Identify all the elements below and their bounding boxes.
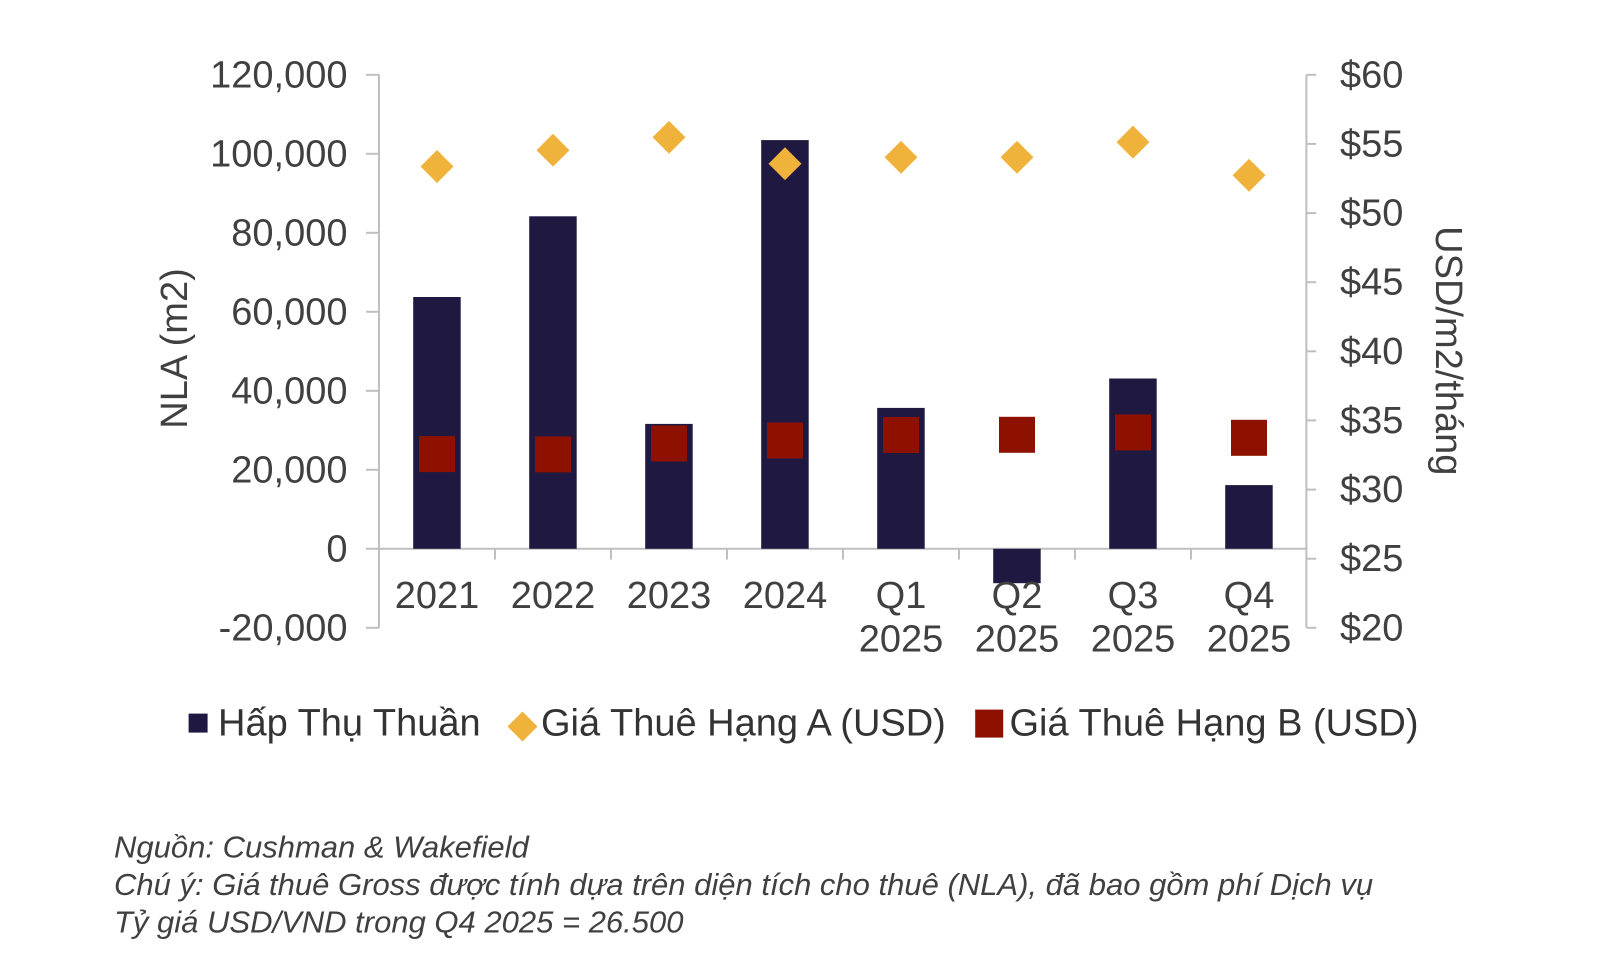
svg-text:2022: 2022: [511, 575, 596, 617]
svg-text:40,000: 40,000: [231, 370, 347, 412]
svg-text:Giá Thuê Hạng B (USD): Giá Thuê Hạng B (USD): [1010, 703, 1419, 745]
svg-text:Tỷ giá USD/VND trong Q4 2025 =: Tỷ giá USD/VND trong Q4 2025 = 26.500: [114, 905, 684, 940]
svg-text:-20,000: -20,000: [219, 607, 348, 649]
svg-text:Hấp Thụ Thuần: Hấp Thụ Thuần: [218, 703, 481, 745]
svg-text:$50: $50: [1340, 193, 1403, 235]
svg-text:60,000: 60,000: [231, 291, 347, 333]
svg-text:$45: $45: [1340, 262, 1403, 304]
svg-text:$25: $25: [1340, 538, 1403, 580]
svg-text:$55: $55: [1340, 123, 1403, 165]
svg-text:Nguồn: Cushman & Wakefield: Nguồn: Cushman & Wakefield: [114, 830, 530, 865]
svg-text:2021: 2021: [395, 575, 480, 617]
svg-text:2024: 2024: [743, 575, 828, 617]
svg-text:2025: 2025: [1091, 619, 1176, 661]
svg-text:2025: 2025: [975, 619, 1060, 661]
svg-text:NLA (m2): NLA (m2): [154, 268, 196, 428]
svg-text:120,000: 120,000: [210, 54, 347, 96]
svg-text:2025: 2025: [859, 619, 944, 661]
svg-text:80,000: 80,000: [231, 212, 347, 254]
svg-text:$60: $60: [1340, 54, 1403, 96]
svg-text:Q3: Q3: [1108, 575, 1159, 617]
svg-text:Q1: Q1: [876, 575, 927, 617]
svg-text:0: 0: [326, 528, 347, 570]
svg-text:$35: $35: [1340, 400, 1403, 442]
svg-text:$20: $20: [1340, 607, 1403, 649]
svg-text:20,000: 20,000: [231, 449, 347, 491]
svg-text:$40: $40: [1340, 331, 1403, 373]
svg-text:Chú ý: Giá thuê Gross được tín: Chú ý: Giá thuê Gross được tính dựa trên…: [114, 867, 1373, 902]
svg-text:$30: $30: [1340, 469, 1403, 511]
svg-text:USD/m2/tháng: USD/m2/tháng: [1427, 226, 1469, 475]
svg-text:2023: 2023: [627, 575, 712, 617]
svg-text:Giá Thuê Hạng A (USD): Giá Thuê Hạng A (USD): [541, 703, 946, 745]
svg-text:Q2: Q2: [992, 575, 1043, 617]
svg-text:Q4: Q4: [1224, 575, 1275, 617]
svg-text:2025: 2025: [1207, 619, 1292, 661]
svg-text:100,000: 100,000: [210, 133, 347, 175]
